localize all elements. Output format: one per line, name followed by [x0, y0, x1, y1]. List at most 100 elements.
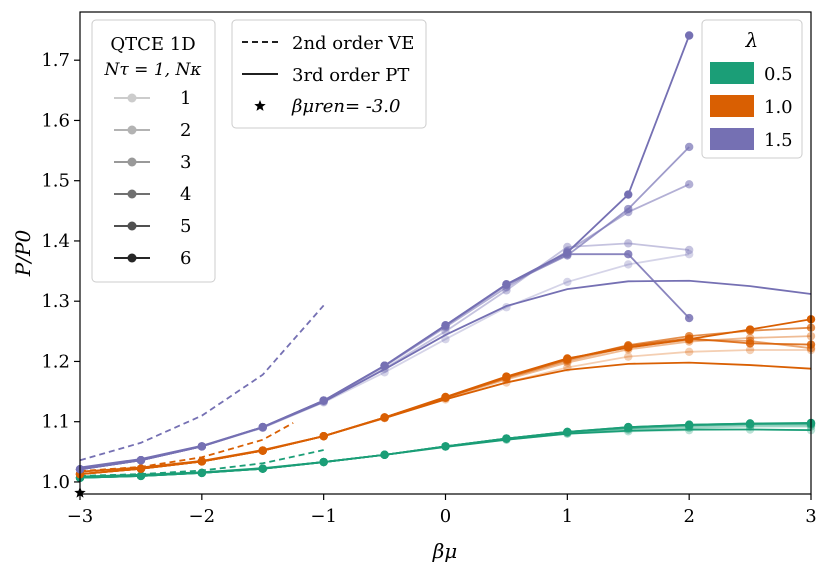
data-point — [745, 339, 755, 348]
data-point — [624, 190, 633, 199]
data-point — [502, 280, 511, 289]
legend-nk-label: 2 — [180, 120, 191, 141]
y-tick-label: 1.5 — [41, 171, 70, 192]
data-point — [319, 457, 328, 467]
legend-lambda: λ 0.5 1.0 1.5 — [701, 19, 803, 159]
data-point — [380, 361, 389, 370]
legend-lambda-entries: 0.5 1.0 1.5 — [710, 62, 793, 151]
x-tick-label: −2 — [189, 506, 216, 527]
data-point — [441, 392, 450, 402]
legend-lambda-label: 1.5 — [764, 130, 793, 151]
y-tick-label: 1.0 — [41, 472, 70, 493]
data-point — [380, 413, 389, 422]
data-point — [624, 250, 633, 259]
ve-line-lambda-1.5 — [79, 304, 325, 462]
data-point — [684, 347, 694, 357]
data-point — [684, 142, 694, 152]
data-point — [441, 321, 450, 330]
y-tick-label: 1.3 — [41, 291, 70, 312]
legend-lambda-swatch — [710, 62, 754, 84]
data-point — [136, 471, 146, 481]
legend-nk-marker — [127, 221, 137, 231]
data-point — [319, 431, 328, 441]
data-point — [624, 260, 633, 269]
data-point — [441, 334, 450, 344]
legend-nk-marker — [127, 189, 137, 199]
data-point — [319, 396, 328, 405]
data-point — [684, 180, 694, 189]
data-point — [745, 419, 755, 428]
data-point — [197, 442, 207, 451]
legend-nk-label: 3 — [180, 152, 191, 173]
legend-nk-subtitle: Nτ = 1, Nκ — [104, 60, 202, 80]
legend-style-label-star: βμren= -3.0 — [291, 96, 400, 117]
x-tick-label: −3 — [67, 506, 94, 527]
x-tick-label: 2 — [683, 506, 694, 527]
x-tick-label: 0 — [440, 506, 451, 527]
y-tick-label: 1.2 — [41, 351, 70, 372]
legend-lambda-box — [701, 19, 803, 159]
legend-nk-marker — [127, 93, 137, 103]
legend-style-label-pt: 3rd order PT — [292, 65, 409, 86]
legend-nk-label: 1 — [180, 88, 191, 109]
legend-lambda-title: λ — [745, 28, 759, 52]
data-point — [745, 325, 755, 334]
legend-nk-box — [91, 19, 216, 283]
data-point — [197, 457, 207, 466]
data-point — [624, 352, 633, 361]
y-axis-label: P/P0 — [11, 230, 35, 278]
data-point — [624, 204, 633, 214]
data-point — [684, 420, 694, 429]
data-point — [502, 434, 511, 443]
data-point — [563, 363, 572, 372]
legend-nk-label: 4 — [180, 184, 191, 205]
data-point — [563, 277, 572, 287]
data-point — [136, 464, 146, 473]
legend-nk-title: QTCE 1D — [110, 34, 195, 55]
y-tick-label: 1.7 — [41, 50, 70, 71]
legend-lambda-label: 0.5 — [764, 64, 793, 85]
data-point — [684, 245, 694, 255]
data-point — [136, 456, 146, 465]
y-tick-label: 1.1 — [41, 412, 70, 433]
data-point — [624, 239, 633, 248]
y-axis-ticks: 1.0 1.1 1.2 1.3 1.4 1.5 1.6 1.7 — [41, 50, 80, 493]
data-point — [684, 313, 694, 323]
x-axis-label: βμ — [432, 539, 458, 563]
data-point — [380, 450, 389, 460]
data-point — [502, 372, 511, 381]
legend-nk-label: 6 — [180, 248, 191, 269]
data-point — [258, 464, 267, 473]
legend-lambda-swatch — [710, 128, 754, 150]
legend-style-label-ve: 2nd order VE — [292, 33, 414, 54]
data-point — [563, 427, 572, 437]
legend-nk-entries: 1 2 3 4 5 6 — [114, 88, 191, 269]
legend-lambda-label: 1.0 — [764, 97, 793, 118]
legend-style-box — [231, 19, 427, 129]
data-point — [563, 354, 572, 363]
x-tick-label: 1 — [562, 506, 573, 527]
data-point — [624, 422, 633, 432]
data-point — [441, 442, 450, 451]
data-point — [563, 248, 572, 257]
ve-line-lambda-1.0 — [79, 422, 294, 473]
legend-nk-label: 5 — [180, 216, 191, 237]
data-point — [624, 343, 633, 352]
legend-nk-marker — [127, 157, 137, 167]
legend-lambda-swatch — [710, 95, 754, 117]
data-point — [502, 303, 511, 312]
x-axis-ticks: −3 −2 −1 0 1 2 3 — [67, 494, 817, 527]
data-point — [197, 468, 207, 478]
y-tick-label: 1.6 — [41, 110, 70, 131]
plot-markers — [74, 31, 816, 498]
legend-nk: QTCE 1D Nτ = 1, Nκ 1 2 3 4 5 6 — [91, 19, 216, 283]
legend-star-icon — [254, 100, 266, 111]
x-tick-label: 3 — [805, 506, 816, 527]
x-tick-label: −1 — [310, 506, 337, 527]
data-point — [380, 368, 389, 377]
legend-nk-marker — [127, 253, 137, 263]
data-point — [684, 31, 694, 40]
data-point — [258, 446, 267, 455]
legend-style: 2nd order VE 3rd order PT βμren= -3.0 — [231, 19, 427, 129]
